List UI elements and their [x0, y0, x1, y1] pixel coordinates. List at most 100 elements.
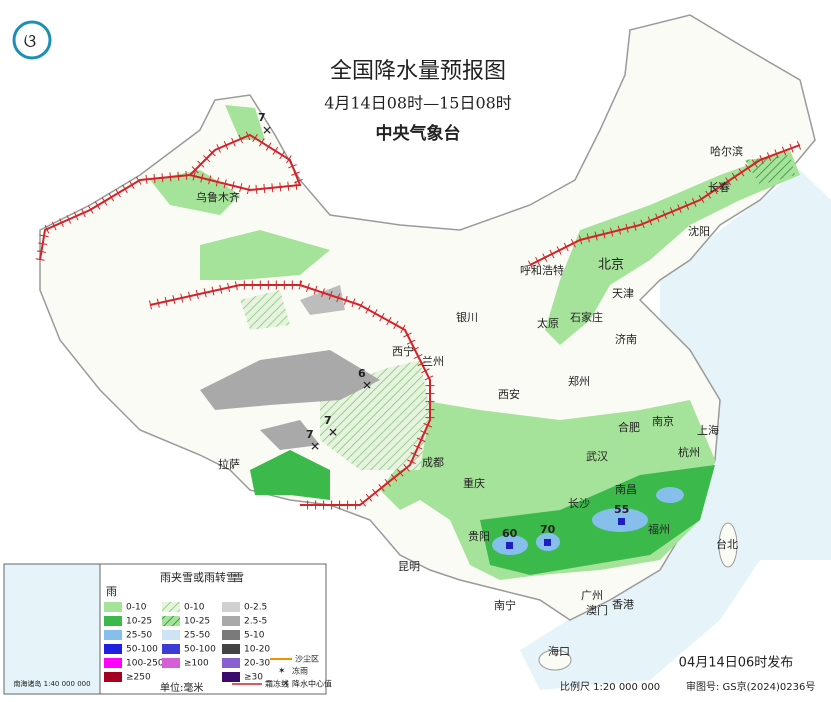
city: 福州 [648, 522, 670, 536]
center-mark: ✕ [328, 426, 338, 440]
legend-swatch [162, 630, 180, 640]
center-value: 7 [324, 414, 332, 427]
legend-swatch [222, 658, 240, 668]
legend-swatch [222, 616, 240, 626]
city: 贵阳 [468, 530, 490, 543]
city: 太原 [537, 317, 559, 330]
legend-title: 雪 [233, 571, 244, 584]
center-mark [544, 539, 551, 546]
legend-label: ≥30 [244, 673, 263, 683]
rain-area [200, 230, 330, 280]
city: 上海 [697, 423, 719, 437]
legend-swatch [162, 658, 180, 668]
center-symbol: ✕ [282, 680, 290, 690]
legend-label: 25-50 [126, 631, 152, 641]
city: 西宁 [392, 344, 414, 358]
frost-line [35, 129, 802, 510]
legend-label: 2.5-5 [244, 617, 267, 627]
legend-swatch [222, 630, 240, 640]
legend-swatch [162, 616, 180, 626]
inset [3, 563, 101, 695]
legend-label: ≥250 [126, 673, 151, 683]
center-mark: ✕ [262, 124, 272, 138]
center-mark: ✕ [362, 379, 372, 393]
legend-swatch [222, 672, 240, 682]
city-labels: 哈尔滨 长春 沈阳 乌鲁木齐 呼和浩特 北京 天津 银川 太原 石家庄 济南 西… [196, 144, 743, 658]
center-mark [506, 542, 513, 549]
city: 昆明 [398, 560, 420, 573]
city: 石家庄 [570, 310, 603, 324]
center-value: 55 [614, 503, 629, 516]
legend-title: 雨夹雪或雨转雪 [160, 570, 237, 584]
hainan [538, 649, 572, 671]
legend-label: 0-10 [184, 603, 205, 613]
legend-label: 50-100 [184, 645, 216, 655]
city: 济南 [615, 332, 637, 346]
freezing-symbol: ✶ [278, 667, 286, 677]
issuer: 中央气象台 [376, 123, 461, 144]
center-mark [618, 518, 625, 525]
centers: 7✕ 6✕ 7✕ 7✕ 60 70 55 [258, 111, 629, 549]
issued: 04月14日06时发布 [679, 655, 794, 671]
legend-swatch [104, 630, 122, 640]
city: 拉萨 [218, 457, 240, 471]
city: 乌鲁木齐 [196, 190, 240, 204]
city: 南宁 [494, 598, 516, 612]
period: 4月14日08时—15日08时 [324, 94, 512, 113]
legend-label: 25-50 [184, 631, 210, 641]
city: 郑州 [568, 374, 590, 388]
legend-text: 冻雨 [292, 666, 308, 676]
city: 银川 [456, 310, 478, 324]
legend-label: 0-2.5 [244, 603, 267, 613]
legend-swatch [162, 602, 180, 612]
snow-area [200, 350, 380, 410]
city: 西安 [498, 387, 520, 401]
legend-text: 霜冻线 [265, 679, 289, 689]
city: 北京 [598, 258, 624, 273]
city: 长春 [708, 181, 730, 194]
scale: 比例尺 1:20 000 000 [560, 680, 660, 693]
legend-items: 雨 雨夹雪或雨转雪 雪 单位:毫米 0-10 10-25 25-50 50-100 10… [104, 570, 270, 694]
snow-area [300, 285, 345, 315]
center-value: 7 [306, 428, 314, 441]
legend-title: 雨 [106, 585, 117, 598]
legend-text: 降水中心值 [292, 679, 332, 689]
line-legend: 沙尘区 ✶ 冻雨 霜冻线 ✕ 降水中心值 [232, 654, 332, 690]
city: 哈尔滨 [710, 144, 743, 158]
center-mark: ✕ [310, 440, 320, 454]
city: 杭州 [678, 445, 700, 459]
legend-swatch [104, 602, 122, 612]
city: 南京 [652, 414, 674, 428]
city: 武汉 [586, 450, 608, 463]
city: 兰州 [422, 355, 444, 368]
city: 南昌 [615, 483, 637, 496]
city: 海口 [548, 644, 570, 658]
legend-swatch [222, 602, 240, 612]
approval: 审图号: GS京(2024)0236号 [686, 680, 815, 693]
rain-area [545, 150, 800, 345]
legend-unit: 单位:毫米 [160, 681, 203, 694]
city: 台北 [716, 537, 738, 551]
city: 长沙 [568, 497, 590, 510]
legend-swatch [104, 658, 122, 668]
legend-label: 10-25 [126, 617, 152, 627]
city: 重庆 [463, 476, 485, 490]
center-value: 60 [502, 527, 518, 540]
legend-label: 10-25 [184, 617, 210, 627]
city: 广州 [581, 589, 603, 602]
rain-area [225, 105, 265, 140]
legend-text: 沙尘区 [295, 654, 319, 664]
legend-label: 20-30 [244, 659, 270, 669]
legend-label: 0-10 [126, 603, 147, 613]
legend-swatch [104, 644, 122, 654]
sleet-area [240, 290, 290, 330]
city: 沈阳 [688, 224, 710, 238]
legend-label: 100-250 [126, 659, 164, 669]
city: 呼和浩特 [520, 263, 564, 277]
city: 天津 [612, 287, 634, 300]
city: 合肥 [618, 420, 640, 434]
rain-area [250, 450, 330, 500]
legend-label: 5-10 [244, 631, 265, 641]
legend-label: ≥100 [184, 659, 209, 669]
